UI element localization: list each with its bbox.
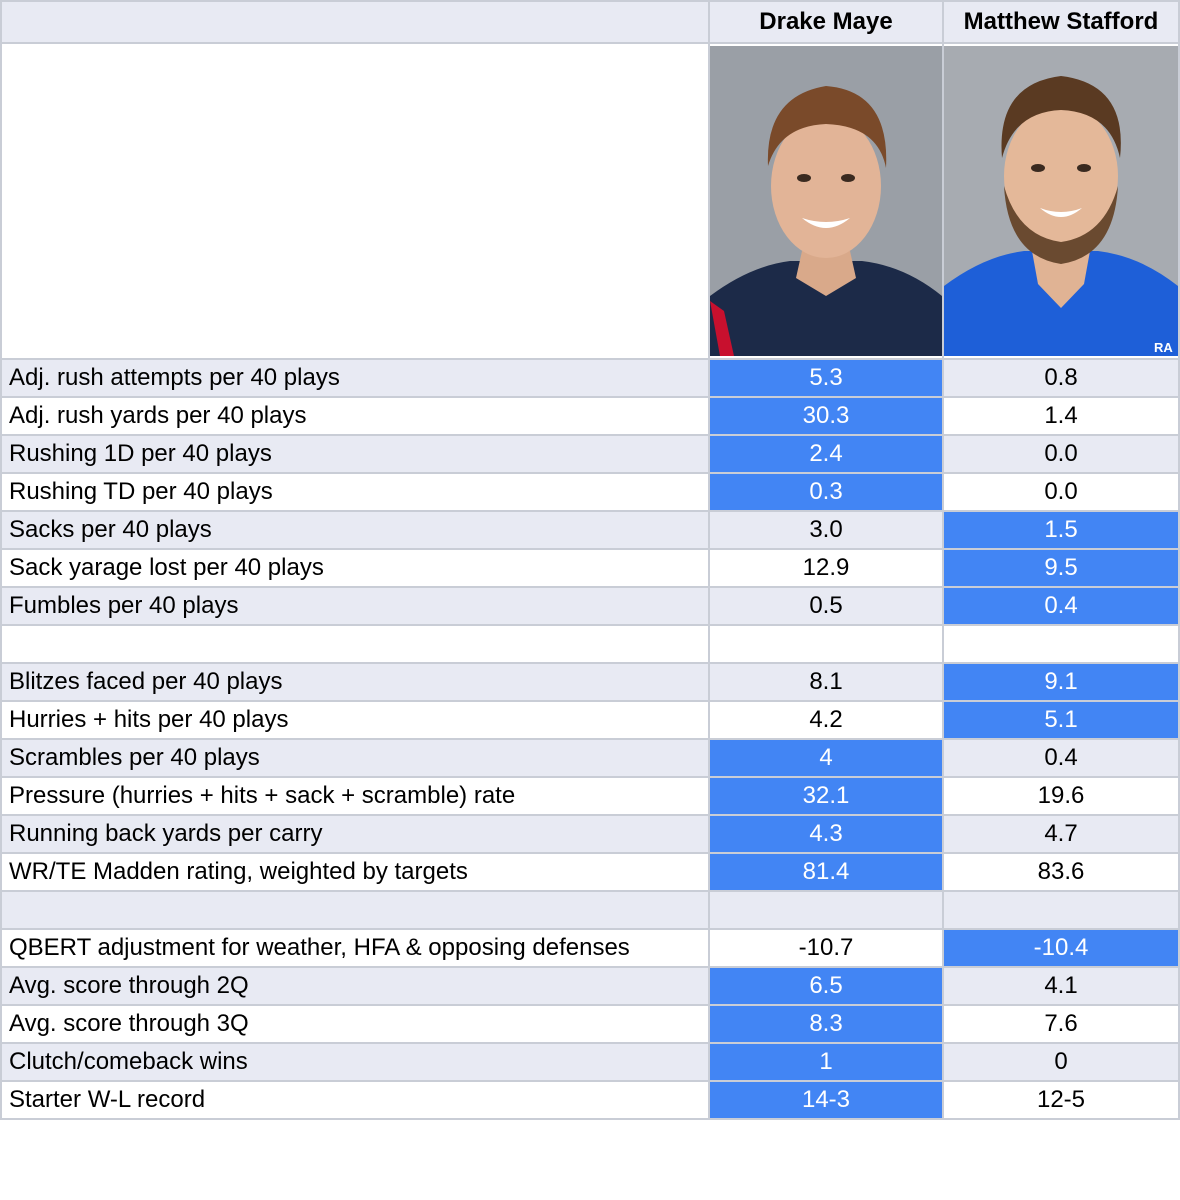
header-row: Drake Maye Matthew Stafford [0, 0, 1180, 44]
table-row: Rushing 1D per 40 plays 2.4 0.0 [0, 434, 1180, 474]
comparison-table: Drake Maye Matthew Stafford [0, 0, 1180, 1120]
table-row: Sacks per 40 plays 3.0 1.5 [0, 510, 1180, 550]
value-cell-player1[interactable]: 0.3 [708, 472, 944, 512]
table-row: Sack yarage lost per 40 plays 12.9 9.5 [0, 548, 1180, 588]
table-row: Adj. rush yards per 40 plays 30.3 1.4 [0, 396, 1180, 436]
row-label-cell[interactable]: Sack yarage lost per 40 plays [0, 548, 710, 588]
value-cell-player2[interactable] [942, 624, 1180, 664]
value-cell-player1[interactable] [708, 624, 944, 664]
row-label-cell[interactable]: Scrambles per 40 plays [0, 738, 710, 778]
player-portrait-matthew-stafford: RA [945, 46, 1177, 356]
photo-label-cell[interactable] [0, 42, 710, 360]
value-cell-player2[interactable]: 5.1 [942, 700, 1180, 740]
table-row: Running back yards per carry 4.3 4.7 [0, 814, 1180, 854]
photo-cell-player1[interactable] [708, 42, 944, 360]
photo-row: RA [0, 42, 1180, 360]
row-label-cell[interactable]: Sacks per 40 plays [0, 510, 710, 550]
value-cell-player1[interactable]: 5.3 [708, 358, 944, 398]
table-row: Rushing TD per 40 plays 0.3 0.0 [0, 472, 1180, 512]
table-row: Avg. score through 2Q 6.5 4.1 [0, 966, 1180, 1006]
value-cell-player2[interactable]: -10.4 [942, 928, 1180, 968]
value-cell-player2[interactable]: 9.1 [942, 662, 1180, 702]
table-row: QBERT adjustment for weather, HFA & oppo… [0, 928, 1180, 968]
row-label-cell[interactable]: Starter W-L record [0, 1080, 710, 1120]
value-cell-player1[interactable]: 8.3 [708, 1004, 944, 1044]
photo-cell-player2[interactable]: RA [942, 42, 1180, 360]
row-label-cell[interactable] [0, 624, 710, 664]
table-row: Pressure (hurries + hits + sack + scramb… [0, 776, 1180, 816]
value-cell-player1[interactable]: -10.7 [708, 928, 944, 968]
value-cell-player2[interactable]: 0.4 [942, 586, 1180, 626]
row-label-cell[interactable]: Clutch/comeback wins [0, 1042, 710, 1082]
table-row: WR/TE Madden rating, weighted by targets… [0, 852, 1180, 892]
value-cell-player1[interactable]: 4.3 [708, 814, 944, 854]
table-row: Avg. score through 3Q 8.3 7.6 [0, 1004, 1180, 1044]
value-cell-player1[interactable]: 2.4 [708, 434, 944, 474]
header-label-cell[interactable] [0, 0, 710, 44]
value-cell-player2[interactable]: 83.6 [942, 852, 1180, 892]
value-cell-player2[interactable]: 0.0 [942, 472, 1180, 512]
value-cell-player2[interactable]: 12-5 [942, 1080, 1180, 1120]
table-row: Fumbles per 40 plays 0.5 0.4 [0, 586, 1180, 626]
value-cell-player1[interactable]: 1 [708, 1042, 944, 1082]
row-label-cell[interactable]: Avg. score through 2Q [0, 966, 710, 1006]
value-cell-player1[interactable]: 12.9 [708, 548, 944, 588]
table-row: Adj. rush attempts per 40 plays 5.3 0.8 [0, 358, 1180, 398]
row-label-cell[interactable] [0, 890, 710, 930]
table-row: Blitzes faced per 40 plays 8.1 9.1 [0, 662, 1180, 702]
value-cell-player1[interactable]: 3.0 [708, 510, 944, 550]
row-label-cell[interactable]: Rushing TD per 40 plays [0, 472, 710, 512]
jersey-lettering: RA [1154, 340, 1173, 355]
spacer-row [0, 624, 1180, 664]
value-cell-player2[interactable]: 19.6 [942, 776, 1180, 816]
value-cell-player1[interactable]: 8.1 [708, 662, 944, 702]
row-label-cell[interactable]: QBERT adjustment for weather, HFA & oppo… [0, 928, 710, 968]
row-label-cell[interactable]: Fumbles per 40 plays [0, 586, 710, 626]
player-portrait-drake-maye [711, 46, 941, 356]
table-row: Clutch/comeback wins 1 0 [0, 1042, 1180, 1082]
row-label-cell[interactable]: Adj. rush yards per 40 plays [0, 396, 710, 436]
value-cell-player2[interactable]: 1.4 [942, 396, 1180, 436]
value-cell-player2[interactable]: 4.7 [942, 814, 1180, 854]
header-player1[interactable]: Drake Maye [708, 0, 944, 44]
spacer-row [0, 890, 1180, 930]
value-cell-player1[interactable]: 32.1 [708, 776, 944, 816]
value-cell-player1[interactable]: 30.3 [708, 396, 944, 436]
table-row: Scrambles per 40 plays 4 0.4 [0, 738, 1180, 778]
row-label-cell[interactable]: Avg. score through 3Q [0, 1004, 710, 1044]
row-label-cell[interactable]: WR/TE Madden rating, weighted by targets [0, 852, 710, 892]
value-cell-player2[interactable]: 1.5 [942, 510, 1180, 550]
value-cell-player1[interactable]: 6.5 [708, 966, 944, 1006]
value-cell-player2[interactable]: 0.0 [942, 434, 1180, 474]
value-cell-player1[interactable]: 4 [708, 738, 944, 778]
table-row: Hurries + hits per 40 plays 4.2 5.1 [0, 700, 1180, 740]
row-label-cell[interactable]: Hurries + hits per 40 plays [0, 700, 710, 740]
value-cell-player2[interactable]: 9.5 [942, 548, 1180, 588]
value-cell-player1[interactable]: 81.4 [708, 852, 944, 892]
value-cell-player2[interactable]: 0.4 [942, 738, 1180, 778]
header-player2[interactable]: Matthew Stafford [942, 0, 1180, 44]
value-cell-player2[interactable]: 4.1 [942, 966, 1180, 1006]
row-label-cell[interactable]: Blitzes faced per 40 plays [0, 662, 710, 702]
row-label-cell[interactable]: Adj. rush attempts per 40 plays [0, 358, 710, 398]
table-row: Starter W-L record 14-3 12-5 [0, 1080, 1180, 1120]
value-cell-player2[interactable]: 0 [942, 1042, 1180, 1082]
row-label-cell[interactable]: Pressure (hurries + hits + sack + scramb… [0, 776, 710, 816]
value-cell-player2[interactable] [942, 890, 1180, 930]
row-label-cell[interactable]: Running back yards per carry [0, 814, 710, 854]
value-cell-player2[interactable]: 0.8 [942, 358, 1180, 398]
value-cell-player1[interactable]: 4.2 [708, 700, 944, 740]
value-cell-player1[interactable]: 0.5 [708, 586, 944, 626]
row-label-cell[interactable]: Rushing 1D per 40 plays [0, 434, 710, 474]
value-cell-player1[interactable]: 14-3 [708, 1080, 944, 1120]
value-cell-player2[interactable]: 7.6 [942, 1004, 1180, 1044]
value-cell-player1[interactable] [708, 890, 944, 930]
